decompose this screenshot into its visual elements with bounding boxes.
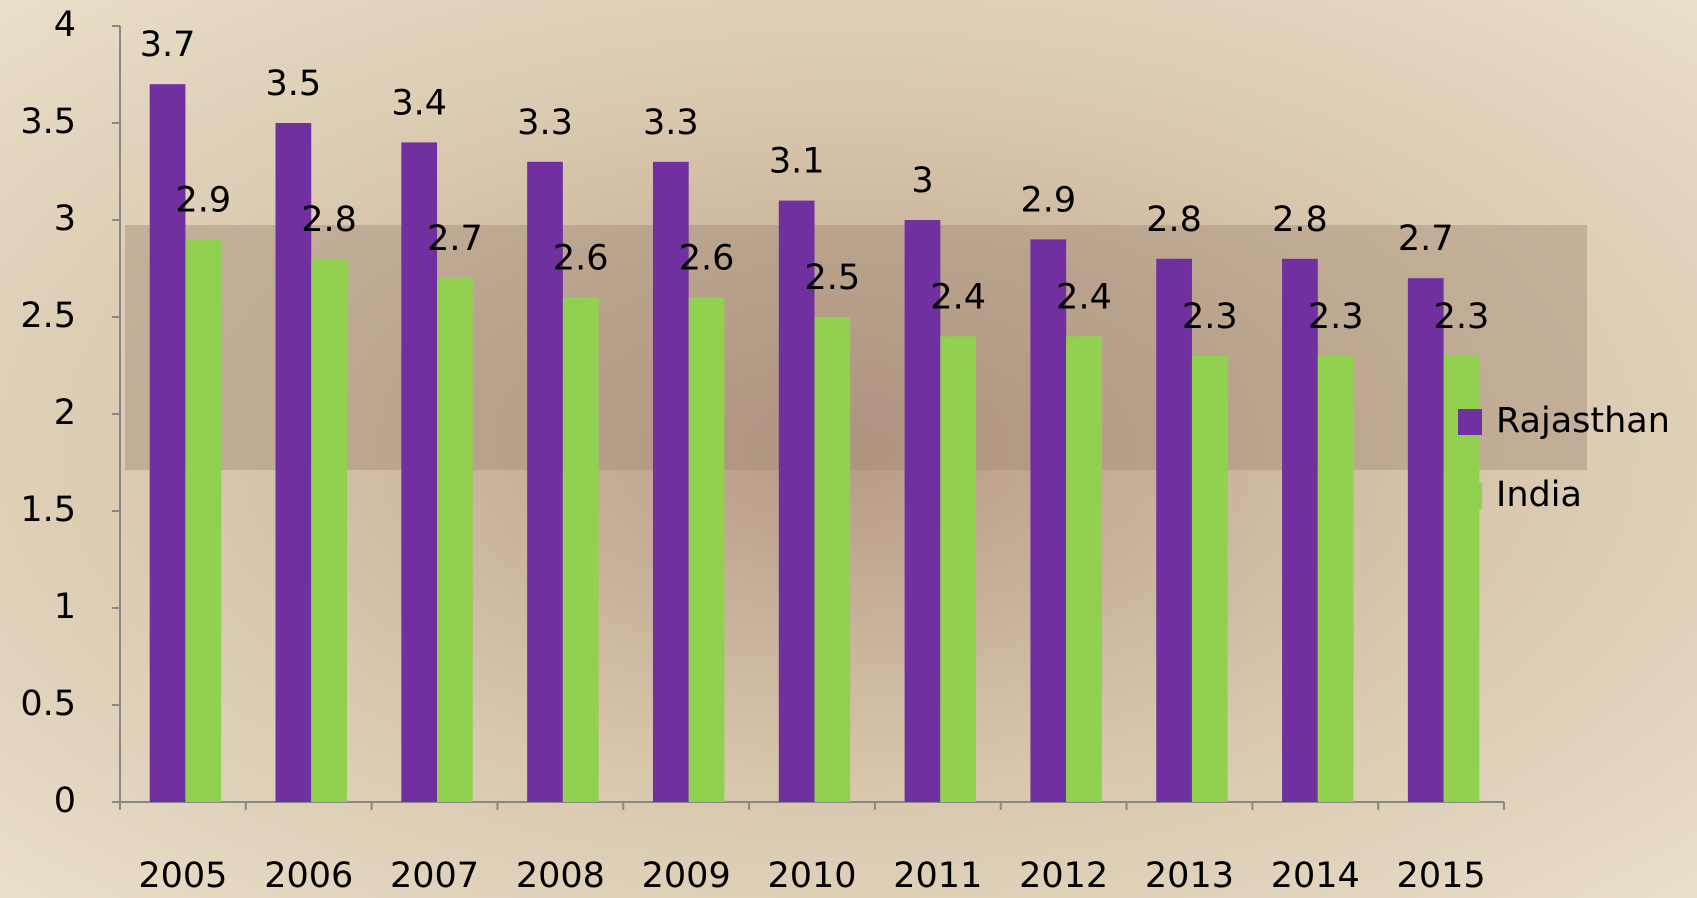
bar: [562, 297, 599, 802]
value-label: 2.8: [1272, 200, 1328, 240]
x-tick-label: 2010: [767, 856, 856, 896]
bar: [1191, 355, 1228, 802]
value-label: 2.6: [553, 239, 609, 279]
bar: [1156, 258, 1192, 802]
bar: [652, 161, 689, 803]
value-label: 2.5: [805, 258, 861, 298]
value-label: 3.3: [517, 103, 573, 143]
x-tick-label: 2005: [138, 856, 227, 896]
value-label: 3.3: [643, 103, 699, 143]
bar: [437, 278, 473, 802]
legend-swatch: [1458, 483, 1482, 509]
legend-label: Rajasthan: [1496, 401, 1670, 441]
bar: [1030, 239, 1067, 802]
y-tick-label: 2: [54, 393, 76, 433]
value-label: 2.3: [1434, 297, 1490, 337]
y-tick-label: 4: [54, 5, 76, 45]
bar: [275, 123, 312, 802]
bar: [1407, 278, 1444, 802]
x-tick-label: 2006: [264, 856, 353, 896]
legend-swatch: [1458, 409, 1482, 435]
x-tick-label: 2008: [516, 856, 605, 896]
bar: [527, 161, 563, 803]
y-tick-label: 0: [54, 781, 76, 821]
value-label: 2.9: [1020, 180, 1076, 220]
x-tick-label: 2014: [1271, 856, 1360, 896]
value-label: 3.5: [266, 64, 322, 104]
y-tick-label: 0.5: [20, 684, 76, 724]
value-label: 2.3: [1182, 297, 1238, 337]
value-label: 3.1: [769, 142, 825, 182]
bar: [940, 336, 977, 802]
value-label: 2.4: [930, 277, 986, 317]
x-tick-label: 2015: [1397, 856, 1486, 896]
y-tick-label: 3: [54, 199, 76, 239]
legend-label: India: [1496, 475, 1582, 515]
value-label: 2.9: [175, 180, 231, 220]
bar: [185, 239, 222, 802]
value-label: 2.8: [1146, 200, 1202, 240]
x-tick-label: 2011: [893, 856, 982, 896]
value-label: 2.3: [1308, 297, 1364, 337]
bar: [149, 84, 186, 802]
value-label: 2.8: [301, 200, 357, 240]
value-label: 2.6: [679, 239, 735, 279]
y-tick-label: 1: [54, 587, 76, 627]
plot-area: 0 0.5 1 1.5 2 2.5 3 3.5 4 2005 3.7 2.9 2006 3.5 2.8 200…: [20, 5, 1670, 896]
bar: [904, 220, 941, 802]
value-label: 3.4: [391, 83, 447, 123]
bar: [688, 297, 725, 802]
bar: [814, 317, 851, 802]
value-label: 3.7: [140, 25, 196, 65]
bar: [1066, 336, 1102, 802]
x-tick-label: 2007: [390, 856, 479, 896]
y-tick-label: 2.5: [20, 296, 76, 336]
bar: [401, 142, 438, 802]
bar: [778, 200, 815, 803]
y-tick-label: 1.5: [20, 490, 76, 530]
bar: [1282, 258, 1318, 802]
x-tick-label: 2009: [642, 856, 731, 896]
y-tick-label: 3.5: [20, 102, 76, 142]
x-tick-label: 2013: [1145, 856, 1234, 896]
bar: [311, 258, 347, 802]
x-tick-label: 2012: [1019, 856, 1108, 896]
value-label: 2.4: [1056, 277, 1112, 317]
value-label: 2.7: [427, 219, 483, 259]
value-label: 3: [911, 161, 933, 201]
value-label: 2.7: [1398, 219, 1454, 259]
bar: [1317, 355, 1354, 802]
